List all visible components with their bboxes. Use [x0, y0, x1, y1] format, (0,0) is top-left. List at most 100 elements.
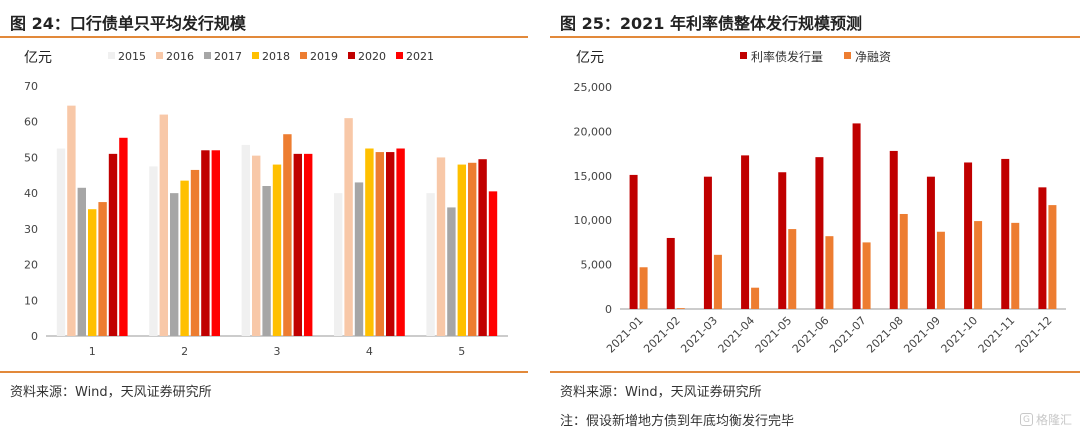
y-tick-label: 10,000 [574, 214, 613, 227]
bar-利率债发行量-2021-04 [741, 155, 750, 309]
title-divider [550, 36, 1080, 38]
x-tick-label: 2021-05 [753, 314, 795, 356]
bar-净融资-2021-07 [862, 242, 871, 309]
bar-净融资-2021-02 [676, 308, 685, 309]
bar-2018-4 [365, 148, 374, 336]
bar-利率债发行量-2021-06 [815, 157, 824, 309]
bar-2015-5 [426, 193, 435, 336]
bar-2021-4 [396, 148, 405, 336]
bar-净融资-2021-11 [1011, 222, 1020, 309]
x-tick-label: 2021-01 [604, 314, 646, 356]
bar-2017-5 [447, 207, 456, 336]
bar-净融资-2021-08 [899, 213, 908, 309]
bar-利率债发行量-2021-05 [778, 172, 787, 309]
x-tick-label: 2021-06 [790, 314, 832, 356]
bar-利率债发行量-2021-11 [1001, 158, 1010, 309]
legend-swatch-2018 [252, 52, 259, 59]
bar-2020-2 [201, 150, 210, 336]
y-axis-unit: 亿元 [24, 50, 52, 66]
bar-chart-24: 亿元 0 10 20 30 40 50 60 70 1 2 3 4 5 2015 2016 2017 2018 20… [24, 50, 508, 358]
bar-2016-5 [436, 157, 446, 336]
legend-label-净融资: 净融资 [855, 50, 891, 64]
legend-swatch-2017 [204, 52, 211, 59]
bar-2019-5 [468, 162, 477, 336]
y-tick-label: 60 [24, 116, 38, 129]
chart-title: 图 25：2021 年利率债整体发行规模预测 [560, 14, 862, 33]
bar-净融资-2021-05 [788, 229, 797, 309]
bar-2019-4 [375, 152, 384, 336]
legend-label-2018: 2018 [262, 50, 290, 63]
source-divider [0, 371, 528, 373]
bar-2016-4 [344, 118, 353, 337]
bar-净融资-2021-04 [751, 287, 760, 309]
y-tick-label: 30 [24, 223, 38, 236]
bar-2016-3 [252, 155, 261, 336]
bar-利率债发行量-2021-03 [703, 176, 712, 309]
y-tick-label: 10 [24, 294, 38, 307]
x-tick-label: 5 [458, 345, 465, 358]
x-tick-label: 2021-03 [678, 314, 720, 356]
bar-chart-25: 亿元05,00010,00015,00020,00025,0002021-012… [574, 49, 1066, 356]
bar-利率债发行量-2021-09 [926, 176, 935, 309]
bar-利率债发行量-2021-02 [666, 237, 675, 309]
x-tick-label: 3 [274, 345, 281, 358]
legend-swatch-利率债发行量 [740, 52, 747, 59]
bar-2018-2 [180, 180, 189, 336]
bar-2018-5 [457, 164, 466, 336]
legend-swatch-2021 [396, 52, 403, 59]
x-tick-label: 2021-04 [716, 314, 758, 356]
bar-2021-5 [488, 191, 498, 336]
bar-利率债发行量-2021-08 [889, 150, 898, 309]
chart-panel-25: 图 25：2021 年利率债整体发行规模预测 亿元 0 5,000 10,000 15,… [550, 0, 1080, 432]
chart-title: 图 24：口行债单只平均发行规模 [10, 14, 246, 33]
legend-swatch-2019 [300, 52, 307, 59]
bar-利率债发行量-2021-07 [852, 123, 861, 310]
source-note: 资料来源：Wind，天风证券研究所 [10, 385, 212, 400]
x-tick-label: 2021-08 [864, 314, 906, 356]
x-tick-label: 2021-07 [827, 314, 869, 356]
bar-2020-5 [478, 159, 487, 336]
legend-label-2015: 2015 [118, 50, 146, 63]
bar-净融资-2021-03 [713, 254, 722, 309]
legend-swatch-2020 [348, 52, 355, 59]
bar-2020-1 [108, 153, 118, 336]
y-tick-label: 0 [605, 303, 612, 316]
y-tick-label: 70 [24, 80, 38, 93]
y-tick-label: 40 [24, 187, 38, 200]
x-tick-label: 2021-12 [1013, 314, 1055, 356]
legend-label-2020: 2020 [358, 50, 386, 63]
bar-2018-3 [272, 164, 282, 336]
chart-panel-24: 图 24：口行债单只平均发行规模 亿元 0 10 20 30 40 50 60 70 1 2 3 4 5 2… [0, 0, 528, 432]
bar-2021-1 [119, 137, 128, 336]
bar-2019-2 [190, 169, 200, 336]
x-tick-label: 1 [89, 345, 96, 358]
y-tick-label: 0 [31, 330, 38, 343]
y-tick-label: 50 [24, 151, 38, 164]
bar-净融资-2021-06 [825, 236, 834, 309]
x-tick-label: 2 [181, 345, 188, 358]
bar-2015-2 [149, 166, 158, 336]
bar-2020-3 [293, 153, 302, 336]
bar-净融资-2021-10 [974, 221, 983, 309]
legend-label-2016: 2016 [166, 50, 194, 63]
bar-利率债发行量-2021-10 [964, 162, 973, 309]
bar-利率债发行量-2021-01 [629, 174, 638, 309]
y-tick-label: 5,000 [581, 259, 613, 272]
bar-2017-1 [77, 187, 86, 336]
bar-2015-3 [241, 144, 250, 336]
bar-2017-2 [170, 193, 179, 336]
y-tick-label: 20 [24, 259, 38, 272]
bar-2015-1 [56, 148, 66, 336]
legend-swatch-2015 [108, 52, 115, 59]
legend-swatch-2016 [156, 52, 163, 59]
watermark: G 格隆汇 [1019, 411, 1072, 428]
x-tick-label: 2021-09 [901, 314, 943, 356]
bar-2021-3 [304, 153, 313, 336]
bar-2017-3 [262, 186, 271, 336]
y-tick-label: 25,000 [574, 81, 613, 94]
assumption-note: 注：假设新增地方债到年底均衡发行完毕 [560, 414, 795, 429]
legend-swatch-净融资 [844, 52, 851, 59]
bar-利率债发行量-2021-12 [1038, 187, 1047, 309]
bar-2020-4 [386, 152, 395, 336]
y-axis-unit: 亿元 [576, 50, 604, 66]
